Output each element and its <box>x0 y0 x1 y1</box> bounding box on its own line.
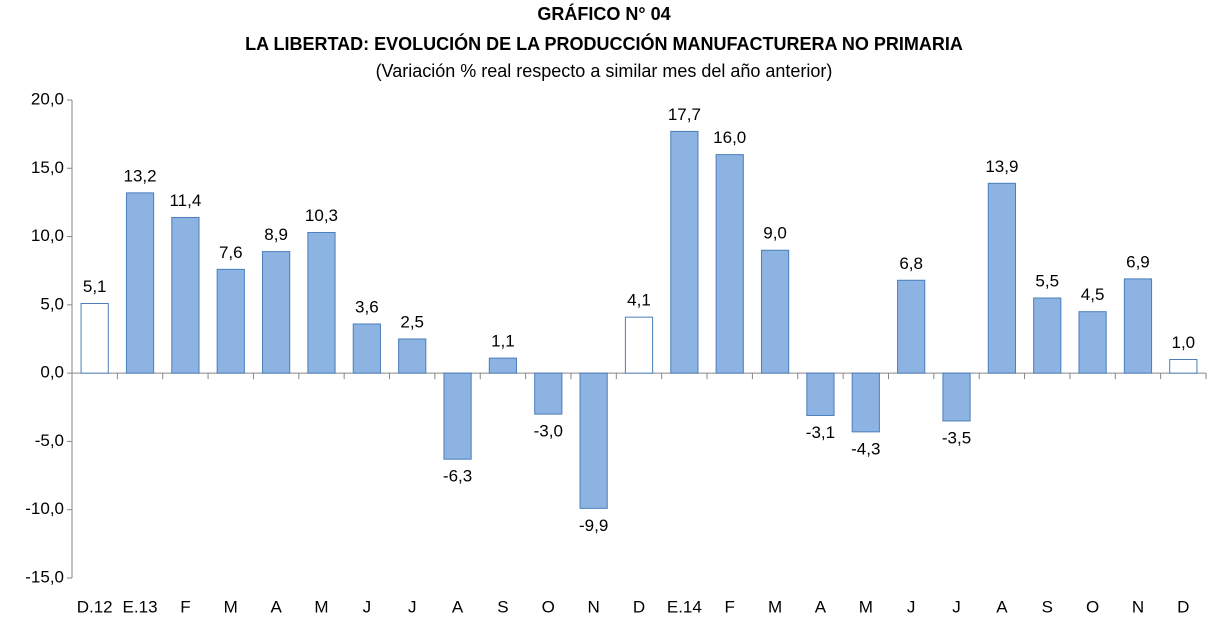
x-tick-label: A <box>270 597 282 616</box>
bar <box>942 372 971 422</box>
value-label: 16,0 <box>713 128 746 147</box>
y-tick-label: 10,0 <box>31 226 64 245</box>
bar <box>1078 311 1107 374</box>
bar <box>1123 278 1153 374</box>
bar <box>488 357 518 374</box>
bar <box>352 323 381 374</box>
bar <box>534 372 563 415</box>
x-tick-label: D.12 <box>77 597 113 616</box>
x-tick-label: O <box>542 597 555 616</box>
value-label: -9,9 <box>579 516 608 535</box>
bar <box>307 231 336 374</box>
value-label: 2,5 <box>400 312 424 331</box>
value-label: 11,4 <box>169 191 201 210</box>
bar <box>1033 297 1062 374</box>
x-tick-label: J <box>952 597 961 616</box>
bar <box>670 130 699 374</box>
value-label: 5,5 <box>1035 272 1059 291</box>
value-label: 1,1 <box>491 332 515 351</box>
bar <box>715 154 744 374</box>
bar <box>398 338 427 374</box>
x-tick-label: J <box>408 597 417 616</box>
x-tick-label: O <box>1086 597 1099 616</box>
value-label: 4,5 <box>1081 285 1105 304</box>
value-label: 9,0 <box>763 224 787 243</box>
bar <box>125 192 155 374</box>
x-tick-label: E.14 <box>667 597 702 616</box>
bar <box>897 279 926 374</box>
x-tick-label: M <box>768 597 782 616</box>
value-label: 6,8 <box>899 254 923 273</box>
y-tick-label: -15,0 <box>25 567 64 586</box>
value-label: -3,1 <box>806 423 835 442</box>
x-tick-label: A <box>452 597 464 616</box>
value-label: 13,9 <box>985 157 1018 176</box>
value-label: -3,0 <box>534 422 563 441</box>
chart-subtitle: LA LIBERTAD: EVOLUCIÓN DE LA PRODUCCIÓN … <box>245 33 963 54</box>
bar <box>851 372 880 433</box>
bar <box>262 251 291 374</box>
y-tick-label: -10,0 <box>25 499 64 518</box>
y-tick-label: 20,0 <box>31 89 64 108</box>
value-label: -6,3 <box>443 467 472 486</box>
value-label: 6,9 <box>1126 252 1150 271</box>
value-label: -4,3 <box>851 439 880 458</box>
value-label: 1,0 <box>1171 333 1195 352</box>
bar <box>579 372 608 509</box>
x-tick-label: M <box>859 597 873 616</box>
bar <box>987 182 1016 374</box>
value-label: 4,1 <box>627 291 651 310</box>
chart-title: GRÁFICO N° 04 <box>537 3 670 24</box>
value-label: 8,9 <box>264 225 288 244</box>
x-tick-label: F <box>725 597 735 616</box>
x-tick-label: S <box>497 597 508 616</box>
bar <box>80 302 109 374</box>
x-tick-label: A <box>815 597 827 616</box>
bar <box>171 216 200 374</box>
x-tick-label: M <box>314 597 328 616</box>
value-label: 7,6 <box>219 243 243 262</box>
x-tick-label: D <box>633 597 645 616</box>
x-tick-label: N <box>1132 597 1144 616</box>
y-tick-label: 15,0 <box>31 158 64 177</box>
x-tick-label: A <box>996 597 1008 616</box>
x-tick-label: S <box>1042 597 1053 616</box>
x-tick-label: N <box>587 597 599 616</box>
x-tick-label: E.13 <box>123 597 158 616</box>
bar <box>443 372 472 460</box>
x-tick-label: M <box>224 597 238 616</box>
value-label: 5,1 <box>83 277 107 296</box>
x-tick-label: F <box>180 597 190 616</box>
x-tick-label: D <box>1177 597 1189 616</box>
chart-caption: (Variación % real respecto a similar mes… <box>376 61 833 81</box>
bar <box>1169 358 1198 374</box>
value-label: 3,6 <box>355 297 379 316</box>
y-tick-label: -5,0 <box>35 431 64 450</box>
y-tick-label: 5,0 <box>40 294 64 313</box>
bar <box>216 268 245 374</box>
bar <box>806 372 835 416</box>
value-label: -3,5 <box>942 428 971 447</box>
bar <box>760 249 790 374</box>
value-label: 17,7 <box>668 105 701 124</box>
x-tick-label: J <box>363 597 372 616</box>
value-label: 13,2 <box>123 166 156 185</box>
value-label: 10,3 <box>305 206 338 225</box>
y-tick-label: 0,0 <box>40 363 64 382</box>
x-tick-label: J <box>907 597 916 616</box>
bar <box>624 316 654 374</box>
